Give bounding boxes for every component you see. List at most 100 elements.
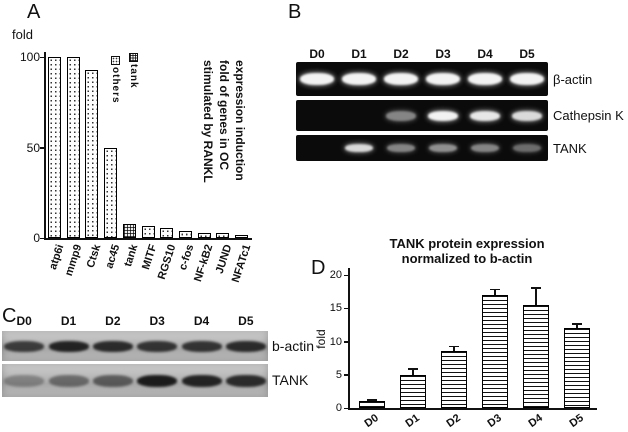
- blot-band: [92, 340, 133, 352]
- legend-swatch-tank-icon: [129, 53, 138, 62]
- blot-strip-1: [2, 364, 268, 397]
- bar-D0: [359, 401, 385, 408]
- gel-lane-label: D5: [519, 47, 535, 61]
- bar-mmp9: [66, 57, 80, 238]
- gel-band: [300, 73, 334, 85]
- panel-d-ytick-label: 20: [329, 269, 342, 281]
- panel-a-x-axis: [44, 238, 252, 240]
- blot-row-label-tank: TANK: [272, 372, 309, 388]
- error-bar-D0: [371, 400, 373, 402]
- blot-band: [181, 340, 222, 352]
- gel-band: [512, 110, 542, 121]
- bar-Ctsk: [85, 69, 99, 238]
- blot-band: [4, 340, 45, 352]
- error-cap-D4: [531, 287, 541, 289]
- blot-band: [4, 374, 45, 387]
- error-bar-D1: [412, 369, 414, 375]
- blot-band: [225, 374, 266, 387]
- gel-band: [429, 144, 457, 152]
- blot-strip-0: [2, 331, 268, 361]
- legend-label-others: others: [110, 67, 121, 104]
- error-cap-D0: [367, 399, 377, 401]
- gel-band: [513, 144, 541, 152]
- bar-RGS10: [160, 228, 174, 238]
- error-bar-D2: [453, 346, 455, 352]
- bar-atp6i: [48, 57, 61, 238]
- panel-a-title-line1: expression induction: [233, 60, 247, 181]
- xtick-label-D4: D4: [526, 412, 545, 430]
- xtick-label-D2: D2: [444, 412, 463, 430]
- bar-D2: [441, 351, 467, 408]
- gel-band: [387, 144, 415, 152]
- bar-D5: [564, 328, 590, 408]
- panel-a-title: expression induction fold of genes in OC…: [200, 60, 248, 245]
- error-bar-D3: [494, 289, 496, 295]
- panel-a-ytick-label: 100: [19, 50, 40, 64]
- blot-lane-label: D0: [16, 314, 32, 328]
- panel-a-title-line2: fold of genes in OC: [217, 60, 231, 170]
- panel-d-x-axis: [348, 408, 597, 410]
- gel-strip-0: [296, 62, 548, 96]
- error-bar-D4: [535, 288, 537, 305]
- panel-a-ytick-label: 0: [33, 231, 40, 245]
- panel-d-ytick-mark: [344, 374, 348, 376]
- panel-a-ytick-mark: [40, 237, 44, 239]
- panel-d-title: TANK protein expression normalized to b-…: [352, 236, 582, 266]
- blot-band: [137, 340, 178, 352]
- gel-strip-1: [296, 100, 548, 131]
- xtick-label-D1: D1: [403, 412, 422, 430]
- error-cap-D2: [449, 345, 459, 348]
- panel-a-title-line3: stimulated by RANKL: [201, 60, 215, 183]
- blot-band: [48, 374, 89, 387]
- gel-band: [386, 110, 416, 121]
- bar-NF-kB2: [197, 232, 211, 238]
- legend-label-tank: tank: [128, 64, 139, 89]
- panel-a-label: A: [27, 1, 41, 23]
- panel-d-ytick-mark: [344, 341, 348, 343]
- bar-MITF: [141, 226, 155, 238]
- gel-band: [345, 144, 373, 152]
- error-cap-D1: [408, 368, 418, 370]
- gel-lane-label: D3: [435, 47, 451, 61]
- gel-band: [384, 73, 418, 85]
- xtick-label-D5: D5: [567, 412, 586, 430]
- panel-c-label: C: [2, 305, 17, 327]
- blot-band: [137, 374, 178, 387]
- gel-band: [470, 110, 500, 121]
- panel-d-ytick-mark: [344, 274, 348, 276]
- panel-d-ytick-label: 10: [329, 335, 342, 348]
- panel-a-y-axis: [44, 52, 46, 238]
- error-bar-D5: [576, 324, 578, 329]
- xtick-label-D3: D3: [485, 412, 504, 430]
- panel-d-ytick-label: 0: [335, 402, 342, 414]
- gel-row-label-bactin: β-actin: [553, 72, 593, 87]
- xtick-label-D0: D0: [362, 412, 381, 430]
- error-cap-D5: [572, 323, 582, 325]
- panel-d-ytick-label: 15: [329, 302, 342, 315]
- blot-lane-label: D5: [238, 314, 254, 328]
- gel-lane-label: D0: [309, 47, 325, 61]
- legend-swatch-others-icon: [111, 56, 120, 65]
- blot-band: [181, 374, 222, 387]
- gel-lane-label: D2: [393, 47, 409, 61]
- gel-row-label-cathepsink: Cathepsin K: [553, 108, 624, 123]
- bar-ac45: [104, 147, 118, 238]
- blot-lane-label: D1: [60, 314, 77, 328]
- panel-d-y-axis: [348, 268, 350, 408]
- blot-lane-label: D2: [105, 314, 121, 328]
- gel-strip-2: [296, 135, 548, 161]
- panel-d-ytick-mark: [344, 407, 348, 409]
- panel-b-label: B: [288, 1, 302, 23]
- blot-band: [225, 340, 266, 352]
- panel-a-ytick-mark: [40, 147, 44, 149]
- bar-D4: [523, 304, 549, 408]
- blot-lane-label: D4: [193, 314, 210, 328]
- error-cap-D3: [490, 288, 500, 291]
- gel-band: [468, 73, 502, 85]
- gel-band: [471, 144, 499, 152]
- bar-D1: [400, 374, 426, 408]
- bar-tank: [122, 223, 136, 238]
- panel-a-ytick-mark: [40, 56, 44, 58]
- bar-JUND: [216, 233, 230, 238]
